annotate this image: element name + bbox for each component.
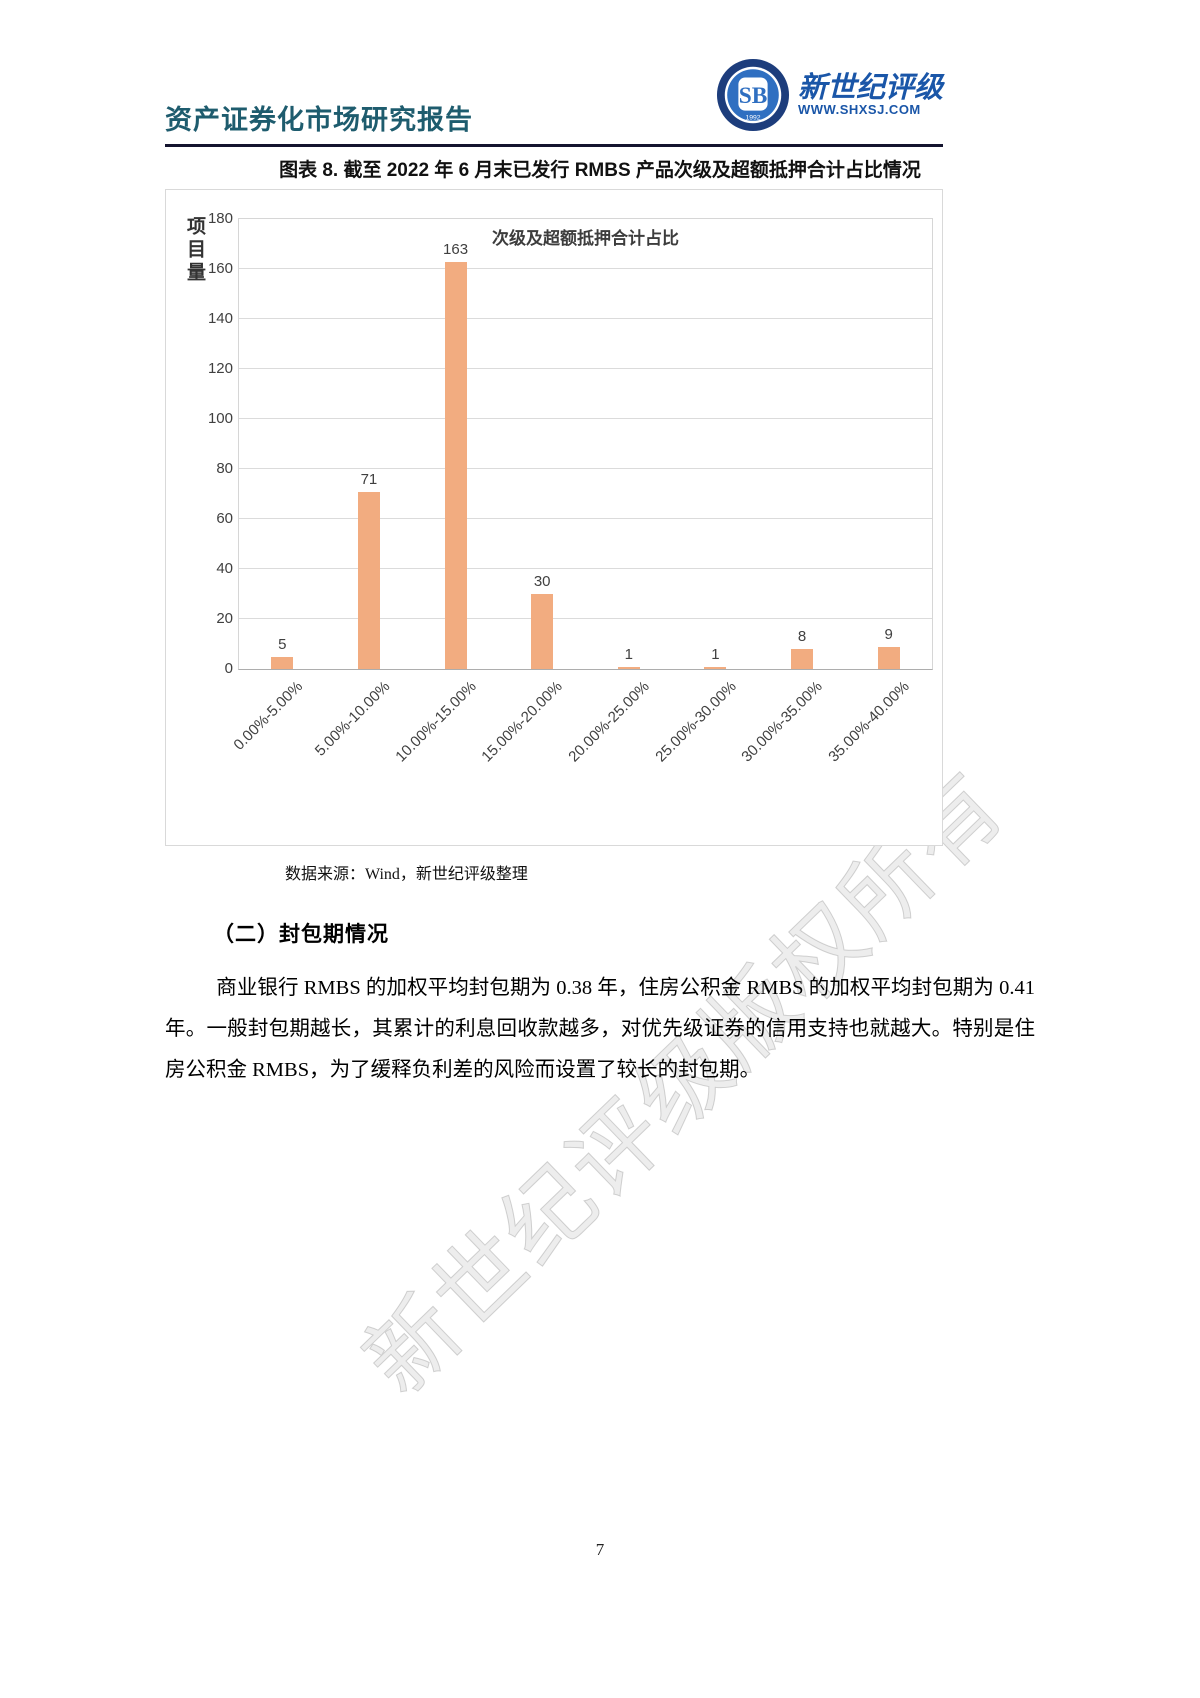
logo-mark-icon: SB 1992 <box>716 58 790 132</box>
y-axis-tick: 140 <box>207 310 233 327</box>
x-axis-label: 35.00%-40.00% <box>825 678 913 766</box>
bar-value-label: 30 <box>533 573 551 590</box>
y-axis-tick: 80 <box>216 460 233 477</box>
y-axis-tick: 180 <box>207 210 233 227</box>
x-axis-label: 15.00%-20.00% <box>478 678 567 766</box>
page-content: 资产证券化市场研究报告 SB 1992 新世纪评级 WWW.SHXSJ.COM <box>165 58 1035 1081</box>
section-heading: （二）封包期情况 <box>213 922 389 946</box>
gridline <box>239 268 932 269</box>
y-axis-unit-label: 项目量 <box>184 216 205 285</box>
gridline <box>239 568 932 569</box>
bar-value-label: 1 <box>624 645 633 663</box>
y-axis-tick: 20 <box>216 610 233 627</box>
gridline <box>239 618 932 619</box>
logo-text: 新世纪评级 WWW.SHXSJ.COM <box>798 73 943 117</box>
bar <box>877 646 900 669</box>
y-axis-tick: 60 <box>216 510 233 527</box>
figure-caption: 图表 8. 截至 2022 年 6 月末已发行 RMBS 产品次级及超额抵押合计… <box>279 160 921 181</box>
chart-title: 次级及超额抵押合计占比 <box>492 229 679 248</box>
bar-value-label: 5 <box>278 635 287 653</box>
bar-value-label: 9 <box>884 625 893 643</box>
bar-value-label: 8 <box>797 628 807 645</box>
company-logo: SB 1992 新世纪评级 WWW.SHXSJ.COM <box>716 58 943 132</box>
x-axis-label: 5.00%-10.00% <box>311 678 393 760</box>
bar <box>444 261 467 669</box>
gridline <box>239 418 932 419</box>
bar <box>617 666 640 669</box>
x-axis-label: 0.00%-5.00% <box>230 678 307 754</box>
bar-value-label: 163 <box>443 240 469 258</box>
bar <box>357 491 380 669</box>
y-axis-tick: 40 <box>216 560 233 577</box>
x-axis-label: 25.00%-30.00% <box>651 678 740 766</box>
gridline <box>239 318 932 319</box>
report-title: 资产证券化市场研究报告 <box>165 105 473 135</box>
bar-chart: 项目量 次级及超额抵押合计占比 0 20 40 60 80 100 120 140 160 180… <box>165 189 943 846</box>
gridline <box>239 518 932 519</box>
svg-text:SB: SB <box>739 83 768 109</box>
body-paragraph: 商业银行 RMBS 的加权平均封包期为 0.38 年，住房公积金 RMBS 的加… <box>165 977 1035 1081</box>
x-axis-label: 20.00%-25.00% <box>565 678 653 766</box>
y-axis-tick: 120 <box>207 360 233 377</box>
y-axis-tick: 0 <box>224 660 233 677</box>
plot-area: 次级及超额抵押合计占比 0 20 40 60 80 100 120 140 160 180 5 0.0… <box>208 210 933 766</box>
bar-value-label: 71 <box>360 470 378 488</box>
page-number: 7 <box>595 1540 605 1559</box>
bar <box>531 594 554 669</box>
page-header: 资产证券化市场研究报告 SB 1992 新世纪评级 WWW.SHXSJ.COM <box>165 58 943 147</box>
svg-text:1992: 1992 <box>745 114 760 121</box>
bar <box>271 656 294 669</box>
brand-website: WWW.SHXSJ.COM <box>797 102 921 118</box>
bar-value-label: 1 <box>711 645 720 663</box>
data-source-note: 数据来源：Wind，新世纪评级整理 <box>285 866 528 883</box>
brand-name: 新世纪评级 <box>797 71 943 104</box>
x-axis-label: 10.00%-15.00% <box>392 678 480 766</box>
gridline <box>239 368 932 369</box>
bar <box>704 666 727 669</box>
bar <box>791 649 814 669</box>
x-axis-label: 30.00%-35.00% <box>738 678 827 766</box>
y-axis-tick: 160 <box>207 260 233 277</box>
gridline <box>239 468 932 469</box>
y-axis-tick: 100 <box>207 410 233 427</box>
